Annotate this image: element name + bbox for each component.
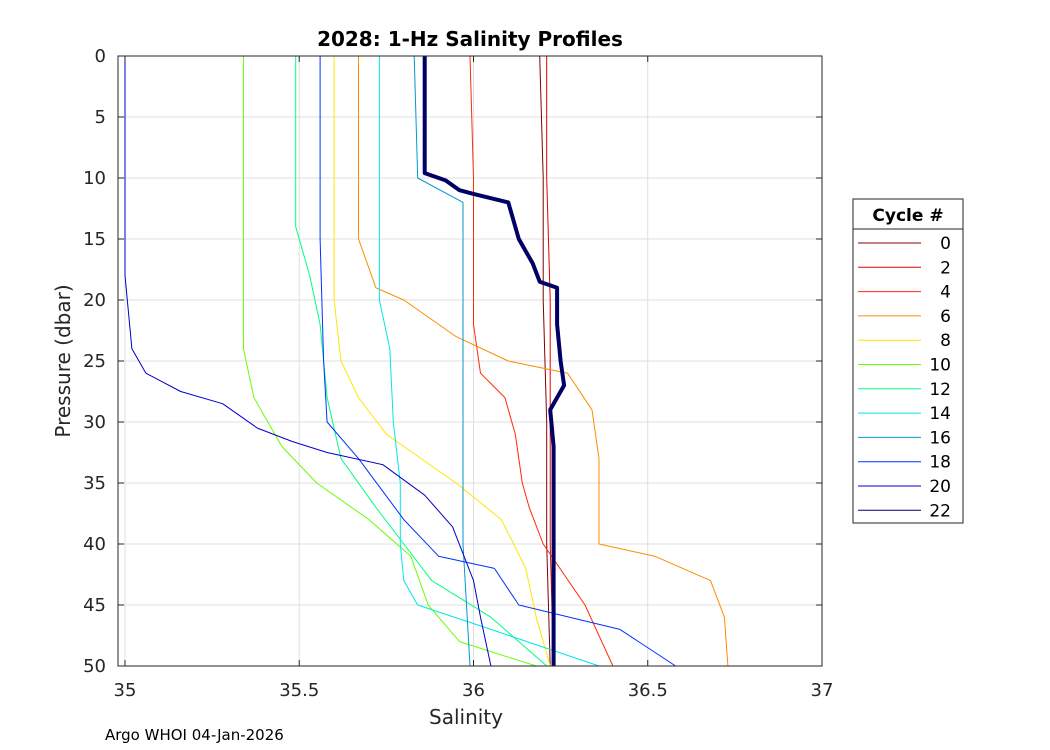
x-tick-label: 36.5 — [628, 680, 668, 701]
legend-label-cycle-6: 6 — [940, 307, 951, 327]
y-tick-label: 40 — [83, 534, 106, 555]
axis-ticks: 35 35.5 36 36.5 37 0 5 10 15 20 25 30 35 40 45 50 — [83, 46, 833, 701]
x-tick-label: 35 — [114, 680, 137, 701]
legend-label-cycle-20: 20 — [929, 477, 951, 497]
series-lines — [124, 55, 729, 667]
y-tick-label: 20 — [83, 290, 106, 311]
y-tick-label: 10 — [83, 168, 106, 189]
y-axis-label: Pressure (dbar) — [51, 284, 75, 437]
series-line-cycle-14 — [378, 56, 600, 667]
legend-label-cycle-18: 18 — [929, 453, 951, 473]
y-tick-label: 35 — [83, 473, 106, 494]
legend-label-cycle-12: 12 — [929, 380, 951, 400]
y-tick-label: 45 — [83, 595, 106, 616]
legend: Cycle # 0 2 4 6 8 10 12 14 16 18 20 22 — [852, 198, 964, 524]
y-tick-label: 0 — [95, 46, 106, 67]
x-tick-label: 35.5 — [279, 680, 319, 701]
footer-credit: Argo WHOI 04-Jan-2026 — [105, 726, 284, 744]
y-tick-label: 30 — [83, 412, 106, 433]
legend-label-cycle-14: 14 — [929, 404, 951, 424]
y-tick-label: 15 — [83, 229, 106, 250]
series-line-cycle-16 — [413, 55, 471, 667]
legend-label-cycle-2: 2 — [940, 258, 951, 278]
series-line-cycle-2 — [546, 56, 555, 667]
series-line-cycle-10 — [243, 56, 537, 667]
legend-label-cycle-16: 16 — [929, 428, 951, 448]
series-line-cycle-22 — [422, 56, 567, 666]
legend-box — [852, 198, 964, 524]
legend-items: 0 2 4 6 8 10 12 14 16 18 20 22 — [858, 234, 951, 521]
series-line-cycle-8 — [333, 56, 551, 667]
chart-title: 2028: 1-Hz Salinity Profiles — [317, 27, 623, 51]
y-tick-label: 25 — [83, 351, 106, 372]
series-line-cycle-4 — [469, 55, 614, 667]
legend-label-cycle-8: 8 — [940, 331, 951, 351]
legend-label-cycle-22: 22 — [929, 501, 951, 521]
x-axis-label: Salinity — [429, 705, 503, 729]
legend-label-cycle-10: 10 — [929, 356, 951, 376]
y-tick-label: 5 — [95, 107, 106, 128]
series-line-cycle-20 — [124, 56, 492, 667]
x-tick-label: 36 — [462, 680, 485, 701]
y-tick-label: 50 — [83, 656, 106, 677]
series-line-cycle-12 — [295, 56, 548, 667]
legend-label-cycle-0: 0 — [940, 234, 951, 254]
series-line-cycle-0 — [539, 55, 551, 667]
series-line-cycle-6 — [358, 56, 729, 667]
x-tick-label: 37 — [811, 680, 834, 701]
grid — [118, 55, 823, 667]
legend-title: Cycle # — [872, 206, 943, 226]
legend-label-cycle-4: 4 — [940, 283, 951, 303]
